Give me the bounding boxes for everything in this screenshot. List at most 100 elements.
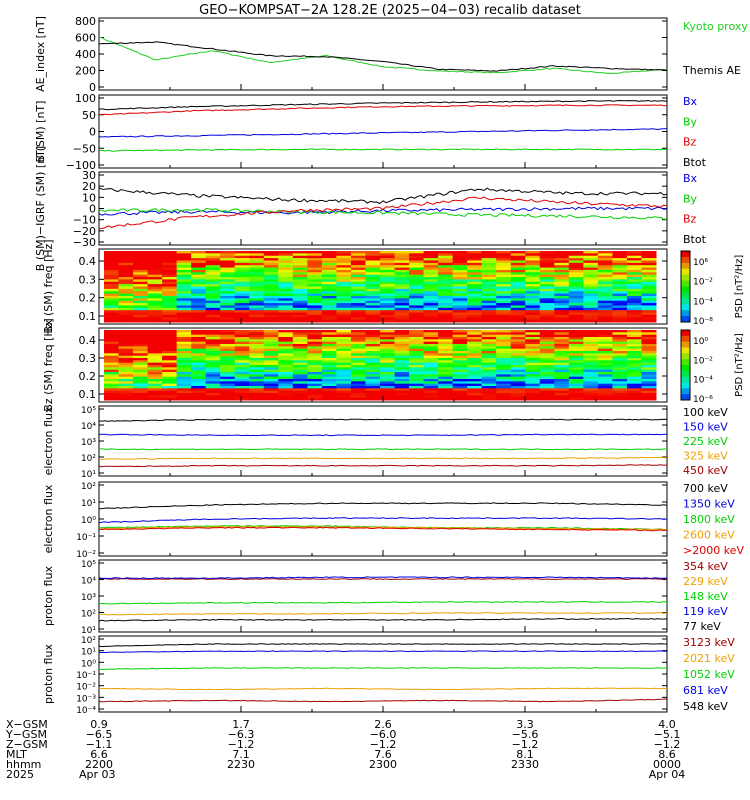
heatmap-cell [220,284,236,287]
heatmap-cell [162,386,178,389]
heatmap-cell [147,346,163,350]
heatmap-cell [133,334,149,338]
heatmap-cell [278,372,294,375]
heatmap-cell [249,395,265,399]
heatmap-cell [409,341,425,345]
ytick-label: −50 [73,142,96,155]
heatmap-cell [205,346,221,350]
heatmap-cell [496,307,512,311]
heatmap-cell [612,372,628,375]
heatmap-cell [539,269,555,273]
heatmap-cell [626,339,642,343]
heatmap-cell [554,317,570,321]
heatmap-cell [350,379,366,382]
heatmap-cell [263,288,279,292]
heatmap-cell [133,298,149,302]
heatmap-cell [263,314,279,318]
heatmap-cell [438,330,454,333]
heatmap-cell [452,388,468,392]
heatmap-cell [350,337,366,340]
heatmap-cell [597,339,613,343]
heatmap-cell [191,355,207,359]
ytick-label: 10⁻² [76,550,96,560]
heatmap-cell [481,291,497,295]
colorbar-segment [681,251,690,258]
series-line [98,104,667,116]
colorbar-segment [681,388,690,395]
heatmap-cell [423,255,439,259]
heatmap-cell [554,279,570,283]
heatmap-cell [539,291,555,295]
heatmap-cell [104,339,120,343]
heatmap-cell [147,344,163,347]
heatmap-cell [162,286,178,290]
heatmap-cell [554,341,570,345]
heatmap-cell [234,303,250,306]
heatmap-cell [249,258,265,261]
heatmap-cell [191,269,207,273]
heatmap-cell [554,397,570,401]
heatmap-cell [612,344,628,347]
heatmap-cell [554,314,570,318]
heatmap-cell [220,279,236,283]
heatmap-cell [133,319,149,323]
ylabel: electron flux [42,484,55,553]
heatmap-cell [481,341,497,345]
heatmap-cell [554,291,570,295]
heatmap-cell [496,293,512,297]
heatmap-cell [510,265,526,269]
heatmap-cell [336,381,352,385]
heatmap-cell [583,386,599,389]
heatmap-cell [496,374,512,378]
ytick-label: 0.4 [79,255,97,268]
heatmap-cell [234,376,250,380]
heatmap-cell [147,358,163,361]
heatmap-cell [597,288,613,292]
colorbar-segment [681,316,690,323]
heatmap-cell [568,381,584,385]
heatmap-cell [176,367,192,371]
heatmap-cell [496,346,512,350]
heatmap-cell [278,376,294,380]
heatmap-cell [292,388,308,392]
heatmap-cell [220,295,236,299]
heatmap-cell [249,332,265,336]
heatmap-cell [336,255,352,259]
heatmap-cell [452,337,468,340]
heatmap-cell [394,295,410,299]
heatmap-cell [118,305,134,309]
ytick-label: 10⁵ [81,406,96,416]
heatmap-cell [220,348,236,352]
heatmap-cell [380,319,396,323]
heatmap-cell [292,262,308,266]
heatmap-cell [394,286,410,290]
heatmap-cell [133,305,149,309]
heatmap-cell [496,348,512,352]
heatmap-cell [423,344,439,347]
heatmap-cell [612,365,628,368]
heatmap-cell [554,332,570,336]
heatmap-cell [147,365,163,368]
heatmap-cell [365,351,381,354]
heatmap-cell [539,390,555,394]
heatmap-cell [234,367,250,371]
heatmap-cell [249,314,265,318]
heatmap-cell [118,258,134,261]
ephem-value: 2200 [85,758,113,771]
heatmap-cell [394,307,410,311]
heatmap-cell [510,279,526,283]
heatmap-cell [423,367,439,371]
heatmap-cell [249,360,265,364]
heatmap-cell [234,291,250,295]
heatmap-cell [496,330,512,333]
heatmap-cell [568,317,584,321]
heatmap-cell [147,272,163,276]
ytick-label: 10⁴ [81,422,96,432]
heatmap-cell [104,330,120,333]
heatmap-cell [539,372,555,375]
ephem-value: −1.2 [370,738,397,751]
heatmap-cell [583,367,599,371]
heatmap-cell [234,334,250,338]
heatmap-cell [263,298,279,302]
